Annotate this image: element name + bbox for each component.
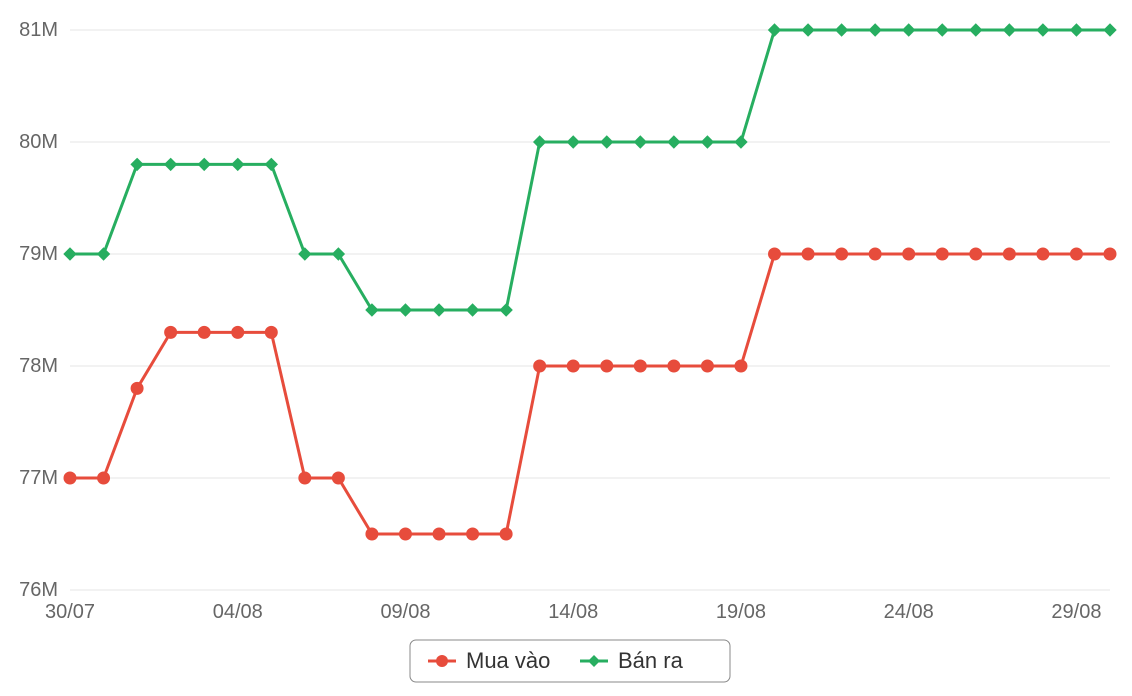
- y-tick-label: 78M: [19, 355, 58, 377]
- marker-mua_vao[interactable]: [668, 360, 680, 372]
- marker-mua_vao[interactable]: [366, 528, 378, 540]
- marker-mua_vao[interactable]: [1070, 248, 1082, 260]
- legend-label[interactable]: Mua vào: [466, 648, 550, 673]
- marker-ban_ra[interactable]: [500, 304, 512, 316]
- marker-mua_vao[interactable]: [970, 248, 982, 260]
- marker-ban_ra[interactable]: [903, 24, 915, 36]
- marker-ban_ra[interactable]: [668, 136, 680, 148]
- marker-mua_vao[interactable]: [198, 326, 210, 338]
- marker-mua_vao[interactable]: [836, 248, 848, 260]
- marker-mua_vao[interactable]: [601, 360, 613, 372]
- marker-ban_ra[interactable]: [634, 136, 646, 148]
- marker-ban_ra[interactable]: [802, 24, 814, 36]
- y-tick-label: 81M: [19, 19, 58, 41]
- series-line-mua_vao: [70, 254, 1110, 534]
- marker-ban_ra[interactable]: [198, 158, 210, 170]
- x-tick-label: 24/08: [884, 601, 934, 623]
- marker-mua_vao[interactable]: [1104, 248, 1116, 260]
- marker-mua_vao[interactable]: [500, 528, 512, 540]
- marker-mua_vao[interactable]: [265, 326, 277, 338]
- legend-swatch-marker: [436, 655, 448, 667]
- marker-mua_vao[interactable]: [1037, 248, 1049, 260]
- marker-mua_vao[interactable]: [131, 382, 143, 394]
- marker-ban_ra[interactable]: [467, 304, 479, 316]
- marker-mua_vao[interactable]: [903, 248, 915, 260]
- marker-mua_vao[interactable]: [98, 472, 110, 484]
- marker-mua_vao[interactable]: [869, 248, 881, 260]
- marker-ban_ra[interactable]: [836, 24, 848, 36]
- marker-ban_ra[interactable]: [265, 158, 277, 170]
- x-tick-label: 29/08: [1051, 601, 1101, 623]
- marker-ban_ra[interactable]: [232, 158, 244, 170]
- marker-mua_vao[interactable]: [399, 528, 411, 540]
- marker-mua_vao[interactable]: [165, 326, 177, 338]
- marker-ban_ra[interactable]: [1037, 24, 1049, 36]
- marker-mua_vao[interactable]: [534, 360, 546, 372]
- marker-ban_ra[interactable]: [869, 24, 881, 36]
- marker-ban_ra[interactable]: [165, 158, 177, 170]
- marker-ban_ra[interactable]: [299, 248, 311, 260]
- marker-ban_ra[interactable]: [936, 24, 948, 36]
- marker-mua_vao[interactable]: [769, 248, 781, 260]
- marker-mua_vao[interactable]: [1003, 248, 1015, 260]
- marker-mua_vao[interactable]: [433, 528, 445, 540]
- marker-mua_vao[interactable]: [567, 360, 579, 372]
- marker-ban_ra[interactable]: [534, 136, 546, 148]
- x-tick-label: 19/08: [716, 601, 766, 623]
- marker-mua_vao[interactable]: [802, 248, 814, 260]
- marker-ban_ra[interactable]: [1003, 24, 1015, 36]
- marker-ban_ra[interactable]: [98, 248, 110, 260]
- marker-mua_vao[interactable]: [299, 472, 311, 484]
- marker-mua_vao[interactable]: [232, 326, 244, 338]
- y-tick-label: 76M: [19, 579, 58, 601]
- marker-mua_vao[interactable]: [467, 528, 479, 540]
- marker-ban_ra[interactable]: [769, 24, 781, 36]
- marker-ban_ra[interactable]: [567, 136, 579, 148]
- marker-mua_vao[interactable]: [735, 360, 747, 372]
- marker-ban_ra[interactable]: [601, 136, 613, 148]
- price-chart: 76M 77M 78M 79M 80M 81M 30/07 04/08 09/08 14/08 19…: [0, 0, 1132, 696]
- marker-ban_ra[interactable]: [131, 158, 143, 170]
- marker-ban_ra[interactable]: [1070, 24, 1082, 36]
- x-tick-label: 30/07: [45, 601, 95, 623]
- marker-ban_ra[interactable]: [701, 136, 713, 148]
- marker-ban_ra[interactable]: [64, 248, 76, 260]
- y-tick-label: 79M: [19, 243, 58, 265]
- marker-mua_vao[interactable]: [936, 248, 948, 260]
- legend-label[interactable]: Bán ra: [618, 648, 684, 673]
- marker-ban_ra[interactable]: [970, 24, 982, 36]
- x-tick-label: 04/08: [213, 601, 263, 623]
- x-tick-label: 09/08: [380, 601, 430, 623]
- series-line-ban_ra: [70, 30, 1110, 310]
- marker-ban_ra[interactable]: [735, 136, 747, 148]
- marker-ban_ra[interactable]: [1104, 24, 1116, 36]
- marker-mua_vao[interactable]: [701, 360, 713, 372]
- y-tick-label: 80M: [19, 131, 58, 153]
- x-tick-label: 14/08: [548, 601, 598, 623]
- marker-ban_ra[interactable]: [399, 304, 411, 316]
- marker-mua_vao[interactable]: [332, 472, 344, 484]
- marker-mua_vao[interactable]: [64, 472, 76, 484]
- y-tick-label: 77M: [19, 467, 58, 489]
- marker-ban_ra[interactable]: [433, 304, 445, 316]
- marker-mua_vao[interactable]: [634, 360, 646, 372]
